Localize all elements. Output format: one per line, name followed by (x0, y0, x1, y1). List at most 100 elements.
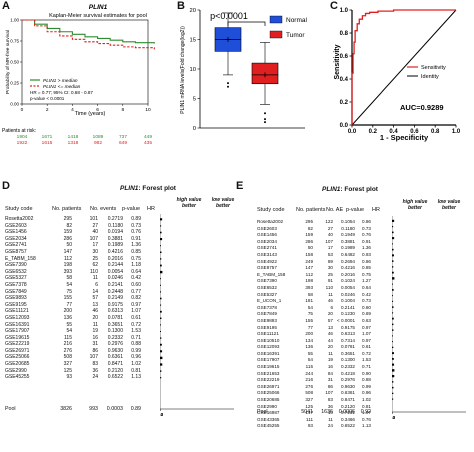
km-risk-low-value: 1615 (42, 140, 53, 146)
forest-cell-n: 115 (305, 364, 313, 370)
forest-cell-p: 0.1989 (107, 242, 123, 249)
roc-legend-sens: Sensitivity (421, 65, 446, 71)
forest-row: GSE25066 508 107 0.6361 0.96 (257, 390, 371, 397)
forest-row: GSE7378 54 6 0.2141 0.60 (5, 282, 141, 289)
forest-cell-p: 0.2120 (107, 367, 123, 374)
forest-point (160, 264, 162, 267)
forest-row: GSE7390 198 62 0.2144 1.18 (5, 262, 141, 269)
forest-cell-study: GSE9893 (257, 317, 277, 323)
forest-cell-e: 86 (92, 347, 98, 354)
forest-cell-p: 0.3881 (107, 235, 123, 242)
forest-cell-e: 20 (327, 344, 333, 350)
forest-cell-e: 84 (327, 370, 333, 376)
forest-cell-hr: 0.69 (362, 311, 371, 317)
forest-cell-hr: 1.13 (362, 423, 371, 429)
forest-point (392, 283, 393, 285)
box-outlier (227, 85, 229, 88)
forest-cell-hr: 0.73 (131, 222, 141, 229)
km-gene: PLIN1 (89, 4, 108, 11)
forest-d-pool-study: Pool (5, 406, 16, 412)
forest-cell-hr: 0.85 (362, 265, 371, 271)
forest-point (160, 363, 163, 366)
forest-row: GSE2034 286 107 0.3881 0.91 (257, 239, 371, 246)
forest-e-hint-high: high value better (402, 199, 428, 211)
forest-cell-e: 57 (92, 295, 98, 302)
forest-cell-hr: 0.97 (362, 324, 371, 330)
forest-cell-n: 295 (305, 219, 313, 224)
forest-cell-hr: 1.07 (362, 331, 371, 337)
box-outlier (264, 121, 266, 124)
forest-cell-study: GSE19615 (257, 364, 280, 370)
box-ytick-label: 20 (190, 8, 196, 14)
forest-cell-e: 110 (325, 284, 333, 290)
forest-cell-study: GSE11121 (257, 331, 279, 337)
km-legend-low: PLIN1 <= median (43, 84, 81, 90)
forest-point (160, 343, 162, 346)
forest-cell-study: Rosetta2002 (257, 219, 284, 224)
forest-row: GSE21653 244 84 0.4218 0.90 (257, 371, 371, 378)
forest-row: GSE16391 55 11 0.3651 0.72 (5, 322, 141, 329)
box-ytick-label: 15 (190, 38, 196, 44)
forest-cell-study: GSE7390 (257, 278, 277, 284)
forest-cell-p: 0.6361 (107, 354, 123, 361)
forest-cell-n: 508 (63, 354, 72, 361)
forest-point (392, 295, 393, 297)
forest-cell-study: GSE25066 (5, 354, 30, 361)
forest-point (392, 277, 395, 280)
forest-point (160, 278, 161, 280)
forest-point (160, 297, 162, 300)
forest-cell-study: GSE9195 (5, 301, 27, 308)
forest-cell-n: 158 (305, 251, 313, 257)
forest-cell-n: 276 (63, 347, 72, 354)
box-legend-tumor-swatch (269, 30, 283, 39)
km-risk-low-value: 1318 (68, 140, 79, 146)
km-p-text: p-value < 0.0001 (30, 96, 65, 101)
forest-cell-n: 249 (305, 258, 313, 264)
forest-cell-study: GSE16987 (257, 410, 280, 416)
forest-cell-hr: 0.81 (362, 403, 371, 409)
forest-cell-e: 40 (92, 229, 98, 236)
forest-point (160, 356, 163, 360)
forest-cell-p: 0.0054 (340, 284, 355, 290)
forest-e-pool-study: Pool (257, 409, 268, 415)
forest-cell-e: 36 (92, 367, 98, 374)
forest-cell-hr: 0.72 (131, 321, 141, 328)
forest-cell-n: 155 (63, 295, 72, 302)
forest-cell-study: GSE17907 (257, 357, 280, 363)
forest-cell-hr: 0.76 (362, 232, 371, 238)
forest-cell-e: 14 (92, 288, 98, 295)
forest-cell-hr: 1.53 (362, 357, 371, 363)
forest-row: GSE2741 50 17 0.1989 1.36 (257, 245, 371, 252)
forest-point (392, 357, 394, 360)
forest-cell-study: GSE22219 (5, 341, 30, 348)
forest-e-pool-p: 0.0006 (338, 409, 355, 415)
km-ytick-label: 1.00 (10, 18, 19, 23)
forest-cell-hr: 0.86 (362, 219, 371, 224)
forest-cell-study: GSE20685 (257, 397, 280, 403)
forest-cell-n: 393 (63, 268, 72, 275)
forest-row: GSE12093 136 20 0.0781 0.61 (5, 315, 141, 322)
forest-cell-study: GSE45255 (5, 374, 30, 381)
forest-row: GSE7378 54 6 0.2141 0.60 (257, 305, 371, 312)
forest-cell-p: 0.6313 (340, 331, 355, 337)
forest-cell-n: 93 (66, 374, 72, 381)
forest-cell-p: 0.2448 (107, 288, 123, 295)
forest-axis-tick-label: 5.0 (160, 412, 164, 417)
forest-e-header-n: No. patients (296, 207, 326, 213)
forest-row: GSE2741 50 17 0.1989 1.36 (5, 242, 141, 249)
km-risk-low-value: 435 (144, 140, 152, 146)
km-xtick-label: 0 (21, 107, 24, 113)
forest-cell-hr: 1.13 (131, 374, 141, 381)
forest-d-table: Rosetta2002 295 101 0.2719 0.89 GSE2603 82 27 0.… (5, 216, 141, 381)
forest-cell-p: 0.2976 (340, 377, 355, 383)
forest-cell-hr: 0.73 (362, 298, 371, 304)
forest-cell-study: GSE3143 (257, 251, 277, 257)
km-plot-area: 0.00 0.25 0.50 0.75 1.00 0 2 4 6 8 10 (10, 18, 155, 113)
forest-cell-hr: 0.61 (362, 344, 371, 350)
forest-cell-hr: 0.96 (362, 390, 371, 396)
box-pvalue: p<0.0001 (210, 11, 248, 21)
forest-cell-e: 11 (92, 275, 98, 282)
forest-cell-study: GSE9893 (5, 295, 27, 302)
forest-point (160, 370, 162, 372)
forest-point (392, 306, 394, 308)
